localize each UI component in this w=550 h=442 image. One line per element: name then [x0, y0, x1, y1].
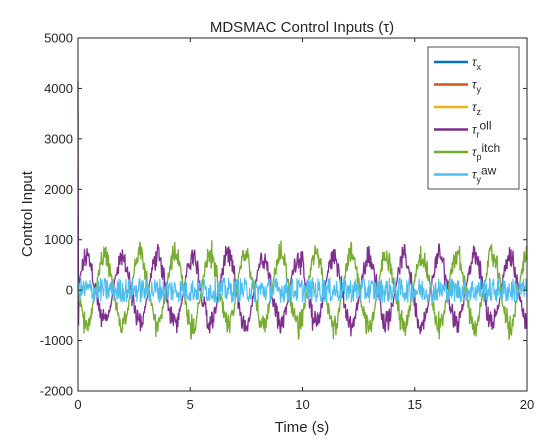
- legend-entry: τx: [434, 55, 482, 72]
- x-axis-label: Time (s): [275, 419, 329, 436]
- series-line-yaw: [77, 276, 528, 305]
- legend-label: τz: [472, 100, 482, 117]
- y-axis-label: Control Input: [19, 170, 36, 257]
- y-tick-label: 0: [66, 283, 73, 298]
- x-tick-label: 10: [295, 397, 309, 412]
- series-line-pitch: [77, 240, 528, 341]
- legend-label: τyaw: [472, 164, 497, 185]
- legend-label: τpitch: [472, 141, 500, 162]
- ticks-layer: 0 5 10 15 20 -2000 -1000 0 1000 2000 3000 4000 5000: [40, 31, 534, 413]
- series-layer: [77, 80, 528, 341]
- y-tick-label: 3000: [44, 131, 73, 146]
- legend-label: τroll: [472, 119, 492, 140]
- y-tick-label: 1000: [44, 232, 73, 247]
- series-line-roll: [77, 80, 528, 337]
- legend-entry: τpitch: [434, 141, 500, 162]
- legend-entry: τz: [434, 100, 482, 117]
- legend-label: τx: [472, 55, 482, 72]
- x-tick-label: 15: [408, 397, 422, 412]
- legend-label: τy: [472, 78, 482, 95]
- chart-title: MDSMAC Control Inputs (τ): [210, 19, 394, 36]
- y-tick-label: -1000: [40, 333, 73, 348]
- x-tick-label: 0: [74, 397, 81, 412]
- y-tick-label: 5000: [44, 31, 73, 46]
- x-tick-label: 5: [187, 397, 194, 412]
- legend-box: [427, 46, 520, 190]
- y-tick-label: -2000: [40, 384, 73, 399]
- y-tick-label: 4000: [44, 81, 73, 96]
- y-tick-label: 2000: [44, 182, 73, 197]
- legend-entry: τyaw: [434, 164, 497, 185]
- legend-entry: τy: [434, 78, 482, 95]
- legend-entry: τroll: [434, 119, 492, 140]
- x-tick-label: 20: [520, 397, 534, 412]
